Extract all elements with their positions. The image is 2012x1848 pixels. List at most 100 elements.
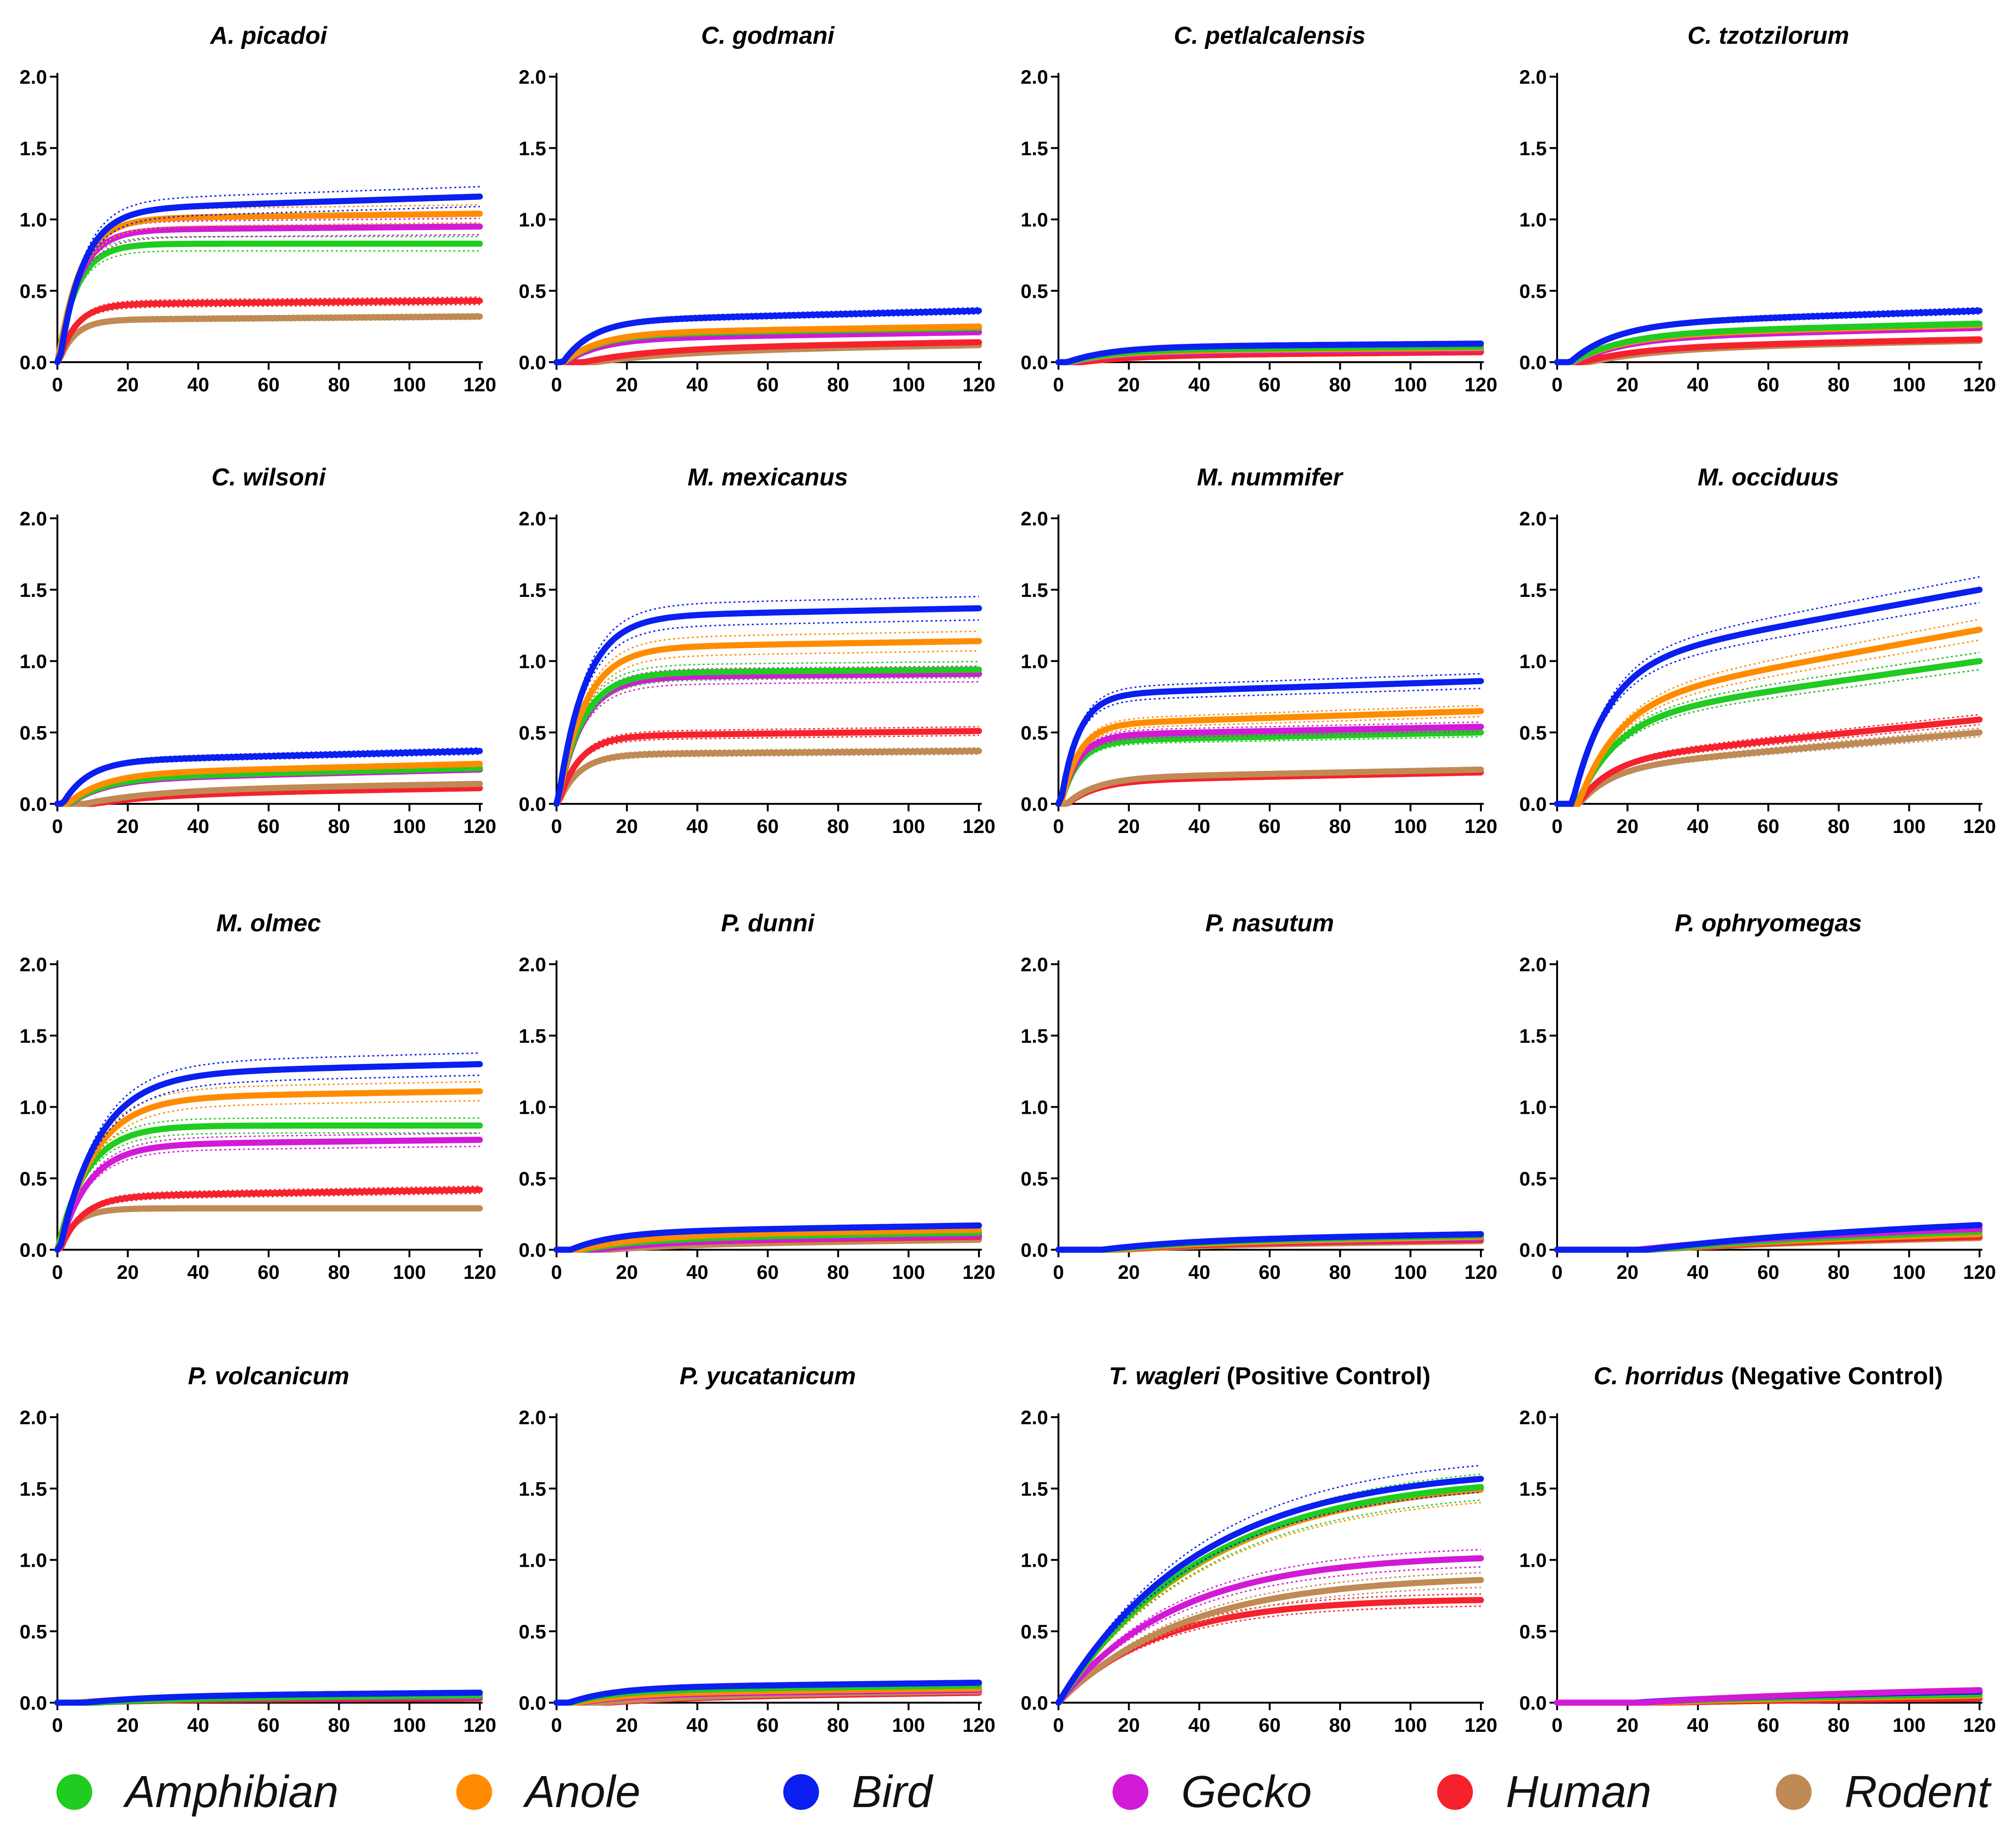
y-tick-label: 2.0 xyxy=(20,508,47,530)
y-tick-label: 1.0 xyxy=(1021,1096,1048,1118)
series-gecko-ci-upper xyxy=(1058,1549,1481,1702)
x-tick-label: 120 xyxy=(1464,373,1497,396)
y-tick-label: 1.0 xyxy=(1021,650,1048,673)
y-tick-label: 0.0 xyxy=(20,1239,47,1261)
legend-label: Bird xyxy=(852,1767,932,1817)
y-tick-label: 1.5 xyxy=(519,137,546,159)
legend-item-amphibian: Amphibian xyxy=(56,1740,339,1844)
series-bird-ci-lower xyxy=(56,206,480,363)
x-tick-label: 80 xyxy=(328,1261,350,1283)
series-bird-line xyxy=(54,748,483,807)
x-tick-label: 40 xyxy=(686,1261,708,1283)
x-tick-label: 120 xyxy=(962,815,995,837)
y-tick-label: 1.5 xyxy=(1021,1025,1048,1047)
series-anole-ci-lower xyxy=(1058,1502,1481,1704)
x-tick-label: 80 xyxy=(827,1261,849,1283)
series-gecko-ci-lower xyxy=(556,681,979,804)
x-tick-label: 100 xyxy=(1394,373,1427,396)
series-bird-ci-lower xyxy=(1058,1491,1481,1703)
y-tick-label: 1.5 xyxy=(1021,579,1048,601)
x-tick-label: 20 xyxy=(1616,373,1638,396)
x-tick-label: 20 xyxy=(1118,1714,1140,1736)
x-tick-label: 60 xyxy=(1758,1714,1780,1736)
x-tick-label: 100 xyxy=(1893,1261,1925,1283)
x-tick-label: 60 xyxy=(757,1714,779,1736)
series-human-line xyxy=(54,1187,483,1253)
y-tick-label: 0.0 xyxy=(1021,1239,1048,1261)
x-tick-label: 100 xyxy=(1893,815,1925,837)
series-rodent-line xyxy=(54,1205,483,1253)
x-tick-label: 80 xyxy=(1329,373,1351,396)
panel-p-ophryomegas: P. ophryomegas 0.0 0.5 1.0 1.5 2.0 0 20 40 60 80 10… xyxy=(1519,910,1996,1283)
x-tick-label: 80 xyxy=(1828,1714,1850,1736)
x-tick-label: 80 xyxy=(1828,373,1850,396)
series-anole-line xyxy=(1055,708,1484,807)
series-gecko-line xyxy=(1055,723,1484,807)
panel-title: T. wagleri (Positive Control) xyxy=(1109,1363,1431,1390)
x-tick-label: 100 xyxy=(393,1261,426,1283)
y-tick-label: 0.0 xyxy=(519,1239,546,1261)
x-tick-label: 0 xyxy=(1551,815,1562,837)
legend-label: Anole xyxy=(525,1767,641,1817)
x-tick-label: 40 xyxy=(1188,373,1210,396)
x-tick-label: 0 xyxy=(1551,373,1562,396)
y-tick-label: 1.0 xyxy=(1519,1549,1547,1571)
panel-title: C. horridus (Negative Control) xyxy=(1594,1363,1943,1390)
y-tick-label: 2.0 xyxy=(1519,508,1547,530)
series-amphibian-ci-lower xyxy=(1058,736,1481,805)
series-rodent-line xyxy=(553,748,982,807)
series-human-ci-upper xyxy=(556,726,979,803)
series-gecko-ci-upper xyxy=(1058,721,1481,803)
y-tick-label: 0.0 xyxy=(1519,351,1547,373)
y-tick-label: 2.0 xyxy=(1021,1406,1048,1428)
legend-label: Amphibian xyxy=(125,1767,339,1817)
x-tick-label: 120 xyxy=(1963,1714,1996,1736)
series-bird-line xyxy=(1055,1475,1484,1706)
series-bird-line xyxy=(54,1689,483,1706)
panel-c-wilsoni: C. wilsoni 0.0 0.5 1.0 1.5 2.0 0 20 40 60 80 100 120 xyxy=(20,464,496,837)
series-bird-line xyxy=(553,605,982,807)
x-tick-label: 60 xyxy=(757,373,779,396)
series-anole-line xyxy=(54,210,483,365)
panel-title: P. yucatanicum xyxy=(680,1363,856,1390)
y-tick-label: 0.5 xyxy=(1519,1167,1547,1190)
x-tick-label: 100 xyxy=(892,1714,925,1736)
x-tick-label: 0 xyxy=(52,1714,63,1736)
y-tick-label: 2.0 xyxy=(1519,66,1547,88)
x-tick-label: 20 xyxy=(1118,373,1140,396)
x-tick-label: 80 xyxy=(1329,1714,1351,1736)
y-tick-label: 1.0 xyxy=(1519,209,1547,231)
y-tick-label: 0.0 xyxy=(519,793,546,815)
panel-title: P. nasutum xyxy=(1205,910,1334,937)
y-tick-label: 1.0 xyxy=(519,209,546,231)
x-tick-label: 100 xyxy=(393,815,426,837)
series-rodent-line xyxy=(54,781,483,807)
x-tick-label: 120 xyxy=(1464,815,1497,837)
x-tick-label: 40 xyxy=(686,815,708,837)
y-tick-label: 2.0 xyxy=(1021,953,1048,976)
panel-title: P. volcanicum xyxy=(188,1363,350,1390)
x-tick-label: 0 xyxy=(1053,815,1064,837)
x-tick-label: 80 xyxy=(827,373,849,396)
series-amphibian-ci-lower xyxy=(56,1132,480,1250)
series-amphibian-ci-upper xyxy=(56,236,480,361)
series-rodent-line xyxy=(1055,1577,1484,1706)
x-tick-label: 100 xyxy=(1394,1261,1427,1283)
x-tick-label: 60 xyxy=(1259,373,1281,396)
series-bird-line xyxy=(1055,341,1484,365)
x-tick-label: 40 xyxy=(187,373,209,396)
x-tick-label: 20 xyxy=(1616,1714,1638,1736)
series-anole-line xyxy=(553,323,982,365)
series-rodent-ci-lower xyxy=(1058,1586,1481,1704)
series-anole-ci-lower xyxy=(1557,639,1980,805)
y-tick-label: 2.0 xyxy=(519,1406,546,1428)
x-tick-label: 120 xyxy=(962,1261,995,1283)
series-bird-ci-upper xyxy=(56,186,480,361)
legend-dot-rodent xyxy=(1776,1774,1812,1810)
legend: Amphibian Anole Bird Gecko Human Rodent xyxy=(0,1740,2012,1844)
x-tick-label: 40 xyxy=(1188,1261,1210,1283)
y-tick-label: 1.5 xyxy=(20,137,47,159)
panel-m-nummifer: M. nummifer 0.0 0.5 1.0 1.5 2.0 0 20 40 60 80 100 12… xyxy=(1021,464,1497,837)
x-tick-label: 80 xyxy=(827,1714,849,1736)
y-tick-label: 1.5 xyxy=(519,1478,546,1500)
